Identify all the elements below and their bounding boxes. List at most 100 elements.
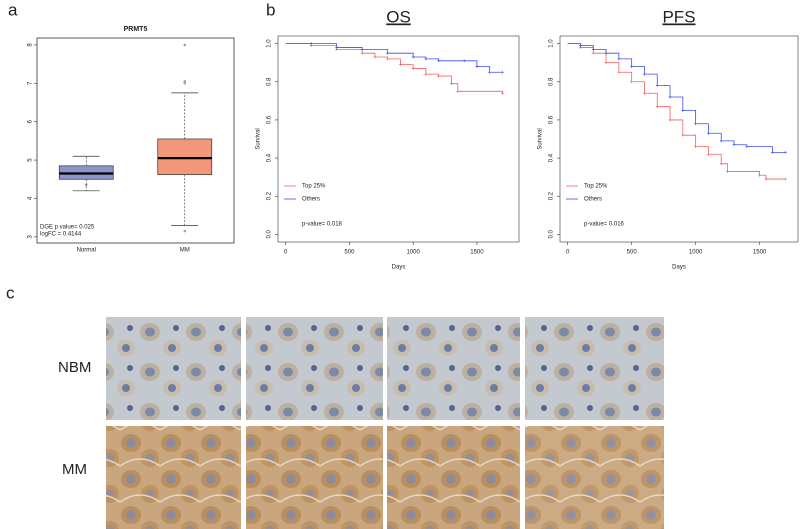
annotation: p-value= 0.016 <box>584 222 625 228</box>
x-tick-label: 500 <box>627 250 638 256</box>
plot-frame <box>36 37 235 244</box>
censor-mark <box>437 59 441 63</box>
annotation: p-value= 0.018 <box>302 222 343 228</box>
censor-mark <box>694 122 698 126</box>
y-tick-label: 0.0 <box>549 230 555 239</box>
y-tick-label: 0.2 <box>267 191 273 200</box>
censor-mark <box>655 105 659 109</box>
censor-mark <box>745 145 749 149</box>
legend-label: Others <box>302 197 320 203</box>
censor-mark <box>783 177 787 181</box>
panel-label: b <box>266 0 275 19</box>
censor-mark <box>578 44 582 48</box>
x-tick-label: Normal <box>77 248 96 254</box>
micrograph <box>246 317 383 420</box>
y-tick-label: 0.6 <box>267 115 273 124</box>
y-tick-label: 0.4 <box>267 153 273 162</box>
censor-mark <box>309 42 313 46</box>
micrograph <box>387 317 520 420</box>
micrograph <box>525 317 664 420</box>
x-tick-label: 1500 <box>753 250 767 256</box>
censor-mark <box>719 162 723 166</box>
censor-mark <box>668 95 672 99</box>
censor-mark <box>719 139 723 143</box>
legend-label: Top 25% <box>584 184 608 190</box>
x-tick-label: 1500 <box>470 250 484 256</box>
censor-mark <box>411 66 415 70</box>
censor-mark <box>591 51 595 55</box>
x-tick-label: 500 <box>344 250 355 256</box>
censor-mark <box>456 89 460 93</box>
survival-curve <box>567 43 786 153</box>
censor-mark <box>386 57 390 61</box>
outlier <box>183 43 186 47</box>
y-tick-label: 7 <box>28 81 34 85</box>
y-axis-label: Survival <box>538 128 544 149</box>
censor-mark <box>462 59 466 63</box>
y-tick-label: 4 <box>28 196 34 200</box>
censor-mark <box>668 118 672 122</box>
censor-mark <box>604 51 608 55</box>
censor-mark <box>604 61 608 65</box>
y-tick-label: 0.8 <box>549 77 555 86</box>
censor-mark <box>694 145 698 149</box>
x-axis-label: Days <box>672 265 686 271</box>
censor-mark <box>398 63 402 67</box>
censor-mark <box>437 74 441 78</box>
y-tick-label: 6 <box>28 119 34 123</box>
censor-mark <box>449 82 453 86</box>
censor-mark <box>732 143 736 147</box>
censor-mark <box>411 55 415 59</box>
censor-mark <box>642 91 646 95</box>
censor-mark <box>630 80 634 84</box>
row-label: MM <box>62 461 87 478</box>
outlier <box>183 80 186 83</box>
censor-mark <box>681 133 685 137</box>
censor-mark <box>681 108 685 112</box>
panel-label: a <box>8 0 18 19</box>
y-tick-label: 0.0 <box>267 230 273 239</box>
x-tick-label: 1000 <box>689 250 703 256</box>
censor-mark <box>500 70 504 74</box>
plot-frame <box>559 35 799 243</box>
y-tick-label: 1.0 <box>549 39 555 48</box>
censor-mark <box>386 51 390 55</box>
micrograph <box>246 426 383 529</box>
censor-mark <box>770 150 774 154</box>
censor-mark <box>360 47 364 51</box>
y-tick-label: 0.4 <box>549 153 555 162</box>
outlier <box>183 229 186 233</box>
micrograph <box>525 426 664 529</box>
survival-curve <box>285 43 503 73</box>
censor-mark <box>591 47 595 51</box>
censor-mark <box>764 177 768 181</box>
y-tick-label: 8 <box>28 43 34 47</box>
censor-mark <box>706 152 710 156</box>
censor-mark <box>642 72 646 76</box>
censor-mark <box>617 70 621 74</box>
chart-title: PFS <box>662 7 695 26</box>
y-tick-label: 5 <box>28 158 34 162</box>
outlier <box>85 183 88 187</box>
outlier <box>183 82 186 85</box>
box <box>157 138 213 176</box>
censor-mark <box>726 169 730 173</box>
micrographs <box>106 317 664 529</box>
plot-frame <box>277 35 520 243</box>
x-tick-label: 1000 <box>406 250 420 256</box>
row-label: NBM <box>58 359 91 376</box>
y-tick-label: 0.6 <box>549 115 555 124</box>
censor-mark <box>758 173 762 177</box>
censor-mark <box>706 131 710 135</box>
y-tick-label: 1.0 <box>267 39 273 48</box>
censor-mark <box>630 65 634 69</box>
censor-mark <box>500 91 504 95</box>
micrograph <box>387 426 520 529</box>
censor-mark <box>475 65 479 69</box>
censor-mark <box>617 57 621 61</box>
legend-label: Top 25% <box>302 184 326 190</box>
annotation: logFC = 0.4144 <box>40 232 82 238</box>
censor-mark <box>424 57 428 61</box>
micrograph <box>106 426 241 529</box>
censor-mark <box>424 72 428 76</box>
